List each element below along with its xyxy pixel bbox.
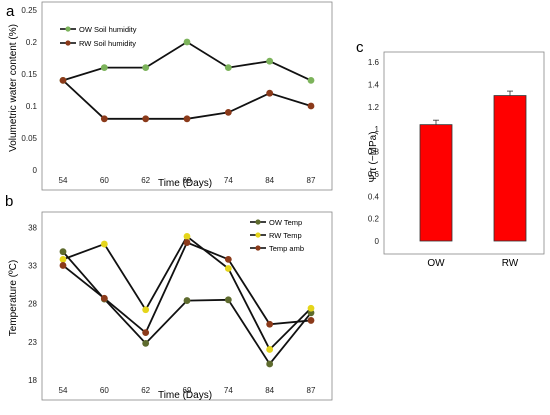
- data-point-rw-soil-humidity: [307, 102, 315, 110]
- y-tick-label: 1: [375, 125, 380, 134]
- bar-ow: [419, 124, 453, 242]
- data-point-rw-temp: [266, 346, 274, 353]
- chart-c-frame: [383, 51, 545, 255]
- y-tick-label: 0.25: [21, 6, 37, 15]
- bar-rw: [493, 95, 527, 242]
- data-point-ow-soil-humidity: [266, 57, 274, 65]
- x-tick-label: 87: [307, 386, 316, 395]
- data-point-ow-temp: [224, 296, 232, 304]
- series-line-ow-temp: [62, 251, 312, 366]
- data-point-ow-temp: [183, 297, 191, 304]
- x-tick-label: 69: [183, 176, 192, 185]
- series-line-temp-amb: [62, 241, 312, 335]
- x-tick-label-ow: OW: [427, 258, 445, 269]
- y-tick-label: 0.2: [26, 38, 38, 47]
- y-tick-label: 18: [28, 376, 37, 385]
- panel-letter-a: a: [6, 3, 15, 20]
- data-point-temp-amb: [100, 294, 108, 302]
- chart-c-ylabel: Ψπ (−MPa): [368, 131, 379, 182]
- y-tick-label: 33: [28, 261, 37, 270]
- data-point-rw-soil-humidity: [266, 89, 274, 97]
- data-point-rw-soil-humidity: [183, 115, 191, 123]
- data-point-ow-temp: [142, 339, 150, 347]
- legend-marker-rw-soil-humidity: [65, 40, 71, 46]
- chart-b-xlabel: Time (Days): [158, 390, 212, 401]
- x-tick-label: 84: [265, 386, 274, 395]
- legend-label-rw-temp: RW Temp: [269, 231, 302, 240]
- x-tick-label: 54: [59, 176, 68, 185]
- y-tick-label: 38: [28, 223, 37, 232]
- data-point-temp-amb: [266, 320, 274, 328]
- data-point-temp-amb: [307, 317, 315, 324]
- data-point-rw-temp: [183, 233, 191, 240]
- y-tick-label: 0.05: [21, 134, 37, 143]
- data-point-rw-temp: [142, 306, 150, 314]
- legend-label-ow-temp: OW Temp: [269, 218, 302, 227]
- chart-c-plot: 0 0.2 0.4 0.6 0.8 1 1.2 1.4 1.6 OW RW: [368, 58, 527, 269]
- chart-a-ylabel: Volumetric water content (%): [8, 24, 19, 152]
- data-point-rw-temp: [307, 304, 315, 312]
- y-tick-label: 1.2: [368, 103, 380, 112]
- data-point-ow-soil-humidity: [224, 64, 232, 71]
- x-tick-label: 62: [141, 386, 150, 395]
- data-point-ow-temp: [266, 360, 274, 368]
- x-tick-label: 69: [183, 386, 192, 395]
- chart-b-frame: [41, 211, 333, 401]
- legend-marker-temp-amb: [255, 245, 261, 251]
- data-point-ow-soil-humidity: [142, 64, 150, 71]
- data-point-rw-temp: [100, 240, 108, 248]
- data-point-rw-soil-humidity: [224, 109, 232, 116]
- series-line-rw-temp: [62, 235, 312, 351]
- chart-a-plot: 0 0.05 0.1 0.15 0.2 0.25 54 60 62 69 74 84 87 OW Soil…: [21, 6, 316, 185]
- y-tick-label: 0.6: [368, 170, 380, 179]
- data-point-temp-amb: [59, 262, 67, 269]
- chart-b-ylabel: Temperature (ºC): [8, 260, 19, 336]
- x-tick-label-rw: RW: [502, 258, 519, 269]
- data-point-temp-amb: [224, 255, 232, 263]
- chart-b-plot: 18 23 28 33 38 54 60 62 69 74 84 87 OW Temp RW Temp Te…: [28, 218, 316, 395]
- data-point-temp-amb: [142, 329, 150, 337]
- x-tick-label: 54: [59, 386, 68, 395]
- data-point-ow-soil-humidity: [307, 77, 315, 84]
- data-point-rw-soil-humidity: [142, 115, 150, 123]
- data-point-ow-soil-humidity: [100, 64, 108, 71]
- y-tick-label: 0: [375, 237, 380, 246]
- legend-label-temp-amb: Temp amb: [269, 244, 304, 253]
- y-tick-label: 0.1: [26, 102, 38, 111]
- panel-letter-b: b: [5, 193, 13, 210]
- y-tick-label: 0.4: [368, 192, 380, 201]
- x-tick-label: 74: [224, 386, 233, 395]
- legend-marker-ow-soil-humidity: [65, 26, 71, 32]
- data-point-temp-amb: [183, 239, 191, 246]
- y-tick-label: 0.8: [368, 148, 380, 157]
- y-tick-label: 1.4: [368, 80, 380, 89]
- y-tick-label: 23: [28, 338, 37, 347]
- data-point-rw-temp: [224, 265, 232, 272]
- legend-marker-ow-temp: [255, 219, 261, 225]
- chart-a-xlabel: Time (Days): [158, 178, 212, 189]
- y-tick-label: 28: [28, 300, 37, 309]
- chart-a-frame: [41, 1, 333, 191]
- x-tick-label: 60: [100, 176, 109, 185]
- x-tick-label: 74: [224, 176, 233, 185]
- x-tick-label: 84: [265, 176, 274, 185]
- data-point-rw-temp: [59, 255, 67, 263]
- panel-letter-c: c: [356, 39, 364, 56]
- legend-label-ow-soil-humidity: OW Soil humidity: [79, 25, 137, 34]
- data-point-rw-soil-humidity: [100, 115, 108, 123]
- data-point-ow-soil-humidity: [183, 38, 191, 46]
- y-tick-label: 0.15: [21, 70, 37, 79]
- legend-marker-rw-temp: [255, 232, 261, 238]
- y-tick-label: 0.2: [368, 215, 380, 224]
- y-tick-label: 1.6: [368, 58, 380, 67]
- series-line-rw-soil-humidity: [62, 79, 312, 120]
- data-point-rw-soil-humidity: [59, 77, 67, 84]
- x-tick-label: 87: [307, 176, 316, 185]
- x-tick-label: 62: [141, 176, 150, 185]
- x-tick-label: 60: [100, 386, 109, 395]
- data-point-ow-temp: [59, 248, 67, 256]
- legend-label-rw-soil-humidity: RW Soil humidity: [79, 39, 136, 48]
- y-tick-label: 0: [33, 166, 38, 175]
